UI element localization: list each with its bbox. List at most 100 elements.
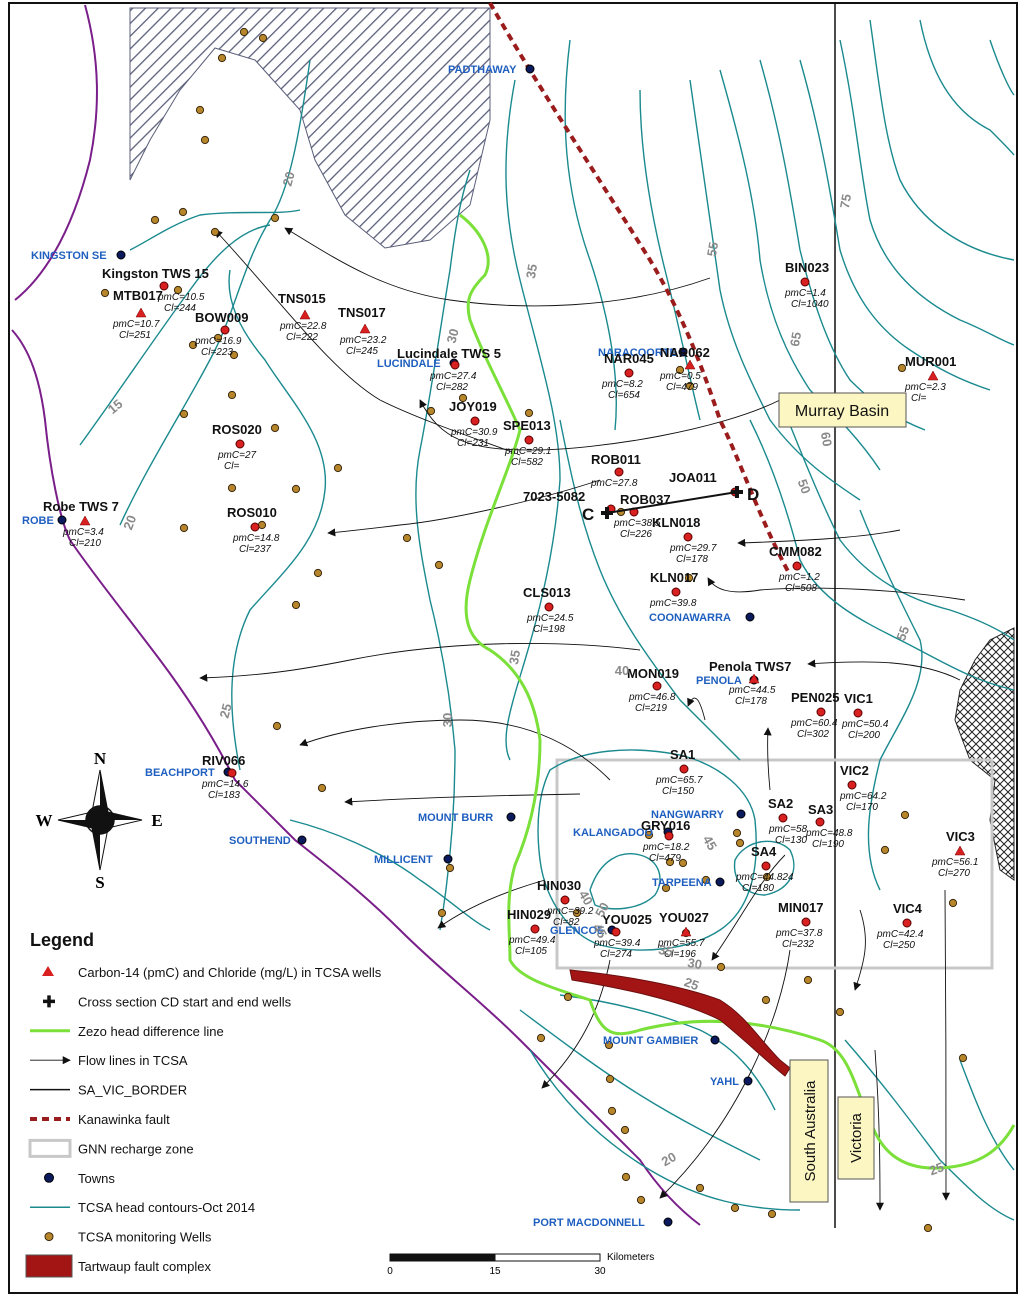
flow-line: [763, 727, 772, 791]
well-pmc-value: pmC=55.7: [657, 938, 705, 949]
contour-value-label: 20: [659, 1149, 679, 1169]
gnn-recharge-zone: [555, 758, 994, 970]
well-pmc-value: pmC=44.5: [728, 685, 776, 696]
well-chloride-value: Cl=222: [286, 332, 318, 343]
scale-tick-0: 0: [387, 1266, 393, 1277]
well-pmc-value: pmC=16.9: [194, 336, 242, 347]
well-chloride-value: Cl=190: [812, 839, 844, 850]
victoria-label: Victoria: [848, 1112, 865, 1162]
sample-well-marker: [450, 360, 460, 370]
well-pmc-value: pmC=8.2: [601, 379, 643, 390]
scale-unit: Kilometers: [607, 1252, 654, 1263]
sample-well-marker: [544, 602, 554, 612]
brown-dot-icon: [44, 1232, 54, 1242]
well-pmc-value: pmC=64.2: [839, 791, 887, 802]
hatched-basement-high: [129, 7, 491, 249]
well-id-label: TNS015: [278, 291, 326, 306]
monitoring-well-dot: [272, 721, 282, 731]
legend-item-label: Carbon-14 (pmC) and Chloride (mg/L) in T…: [78, 965, 382, 980]
well-id-label: ROB037: [620, 492, 671, 507]
contour-value-label: 30: [686, 955, 703, 972]
well-pmc-value: pmC=10.5: [157, 292, 205, 303]
town-dot: [116, 250, 126, 260]
town-dot: [715, 877, 725, 887]
map-frame: [8, 2, 1018, 1294]
well-id-label: HIN030: [537, 878, 581, 893]
well-chloride-value: Cl=479: [666, 382, 698, 393]
well-chloride-value: Cl=178: [676, 554, 708, 565]
town-label: COONAWARRA: [649, 612, 731, 624]
contour-line: [559, 994, 776, 1111]
contour-line: [689, 79, 861, 501]
town-label: PENOLA: [696, 675, 742, 687]
contour-line: [839, 39, 1015, 346]
well-pmc-value: pmC=23.2: [339, 335, 387, 346]
flow-line: [807, 659, 961, 681]
well-id-label: KLN018: [652, 515, 700, 530]
legend-item: Cross section CD start and end wells: [43, 994, 292, 1009]
well-pmc-value: pmC=39.4: [593, 938, 641, 949]
monitoring-well-dot: [730, 1203, 740, 1213]
well-chloride-value: Cl=200: [848, 730, 880, 741]
sample-well-marker: [235, 439, 245, 449]
cross-section-end-marker: [731, 486, 743, 498]
monitoring-well-dot: [536, 1033, 546, 1043]
well-chloride-value: Cl=654: [608, 390, 640, 401]
contour-line: [289, 819, 491, 931]
monitoring-well-dot: [195, 105, 205, 115]
flow-line: [853, 909, 866, 991]
monitoring-well-dot: [958, 1053, 968, 1063]
monitoring-well-dot: [675, 365, 685, 375]
contour-value-label: 30: [440, 713, 455, 727]
legend-item-label: Towns: [78, 1171, 115, 1186]
flow-line: [707, 577, 966, 601]
head-contours: [79, 19, 1015, 1221]
flow-line: [214, 229, 521, 456]
sample-well-marker: [815, 817, 825, 827]
well-id-label: JOA011: [669, 470, 717, 485]
legend-panel: [20, 925, 310, 1285]
well-chloride-value: Cl=219: [635, 703, 667, 714]
carbon14-sample-marker: [79, 515, 91, 526]
legend-item: SA_VIC_BORDER: [30, 1083, 187, 1098]
carbon14-sample-marker: [359, 323, 371, 334]
contour-value-label: 25: [927, 1159, 946, 1178]
monitoring-well-dot: [948, 898, 958, 908]
town-dot: [663, 1217, 673, 1227]
well-id-label: Kingston TWS 15: [102, 266, 209, 281]
contour-line: [844, 1039, 1015, 1221]
well-pmc-value: pmC=56.1: [931, 857, 978, 868]
well-id-label: MIN017: [778, 900, 824, 915]
town-label: KINGSTON SE: [31, 250, 107, 262]
monitoring-well-dot: [803, 975, 813, 985]
town-label: NARACOORTE: [598, 347, 677, 359]
well-pmc-value: pmC=1.2: [778, 572, 820, 583]
well-chloride-value: Cl=150: [662, 786, 694, 797]
well-id-label: NAR045: [604, 351, 654, 366]
contour-value-label: 75: [837, 193, 854, 210]
monitoring-well-dot: [188, 340, 198, 350]
monitoring-well-dot: [426, 406, 436, 416]
well-pmc-value: pmC=24.5: [526, 613, 574, 624]
monitoring-well-dot: [644, 830, 654, 840]
contour-value-label: 45: [590, 921, 610, 941]
monitoring-well-dot: [636, 1195, 646, 1205]
well-pmc-value: pmC=29.1: [504, 446, 551, 457]
monitoring-well-dot: [227, 390, 237, 400]
monitoring-well-dot: [291, 600, 301, 610]
contour-value-label: 25: [217, 702, 235, 720]
well-id-label: ROS010: [227, 505, 277, 520]
well-id-label: SA1: [670, 747, 695, 762]
well-pmc-value: pmC=38.5: [613, 518, 661, 529]
well-pmc-value: pmC=49.4: [508, 935, 556, 946]
legend-item: GNN recharge zone: [28, 1138, 194, 1158]
legend-item: Zezo head difference line: [30, 1024, 224, 1039]
carbon14-sample-marker: [135, 307, 147, 318]
well-id-label: RIV066: [202, 753, 245, 768]
sample-well-marker: [800, 277, 810, 287]
flow-line: [711, 854, 786, 961]
contour-line: [733, 840, 795, 896]
cross-section-c-label: C: [582, 505, 594, 524]
contour-line: [79, 224, 271, 446]
